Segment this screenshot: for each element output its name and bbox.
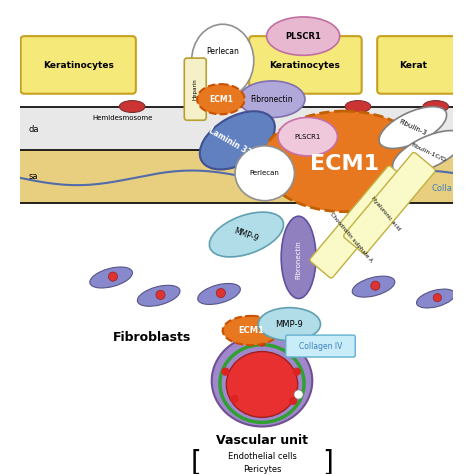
Ellipse shape [227, 352, 298, 418]
Ellipse shape [119, 100, 145, 112]
Text: Fibulin-1C/D: Fibulin-1C/D [410, 142, 447, 163]
FancyBboxPatch shape [286, 335, 355, 357]
Text: Vascular unit: Vascular unit [216, 434, 308, 447]
Ellipse shape [392, 131, 464, 174]
Text: Fibronectin: Fibronectin [251, 95, 293, 104]
Ellipse shape [258, 338, 266, 346]
Text: Chondroitin sulphate A: Chondroitin sulphate A [328, 211, 373, 263]
Text: Perlecan: Perlecan [206, 47, 239, 56]
Text: Fibronectin: Fibronectin [296, 240, 301, 279]
Ellipse shape [433, 293, 441, 302]
Text: Heparin: Heparin [193, 78, 198, 100]
Ellipse shape [289, 397, 297, 405]
Ellipse shape [216, 289, 226, 298]
FancyBboxPatch shape [249, 36, 362, 94]
Text: Keratinocytes: Keratinocytes [43, 61, 114, 70]
Ellipse shape [417, 289, 455, 308]
Text: ECM1: ECM1 [310, 154, 379, 174]
Ellipse shape [239, 81, 305, 118]
Text: MMP-9: MMP-9 [275, 319, 303, 328]
Bar [20, 107, 453, 160]
Ellipse shape [198, 283, 240, 304]
FancyBboxPatch shape [377, 36, 467, 94]
Ellipse shape [197, 84, 245, 114]
Ellipse shape [352, 276, 395, 297]
Ellipse shape [191, 24, 254, 97]
Text: Keratinocytes: Keratinocytes [270, 61, 340, 70]
Text: ECM1: ECM1 [209, 95, 233, 104]
Ellipse shape [223, 316, 279, 345]
Ellipse shape [221, 367, 229, 376]
Ellipse shape [156, 290, 165, 300]
Text: ECM1: ECM1 [238, 326, 264, 335]
Ellipse shape [278, 118, 337, 156]
Ellipse shape [90, 267, 132, 288]
FancyBboxPatch shape [310, 166, 410, 278]
Ellipse shape [137, 285, 180, 306]
Text: PLSCR1: PLSCR1 [294, 134, 321, 140]
FancyBboxPatch shape [344, 153, 435, 254]
FancyBboxPatch shape [184, 58, 206, 120]
Text: Fibulin-3: Fibulin-3 [398, 118, 428, 137]
Ellipse shape [258, 308, 320, 341]
FancyBboxPatch shape [21, 36, 136, 94]
Ellipse shape [212, 335, 312, 427]
Ellipse shape [200, 111, 275, 170]
Ellipse shape [109, 272, 118, 281]
Bar [20, 150, 453, 203]
Text: Hemidesmosome: Hemidesmosome [93, 115, 153, 121]
Ellipse shape [294, 390, 303, 399]
Ellipse shape [210, 212, 283, 257]
Ellipse shape [281, 216, 316, 299]
Text: da: da [29, 125, 39, 134]
Text: Pericytes: Pericytes [243, 465, 281, 474]
Ellipse shape [379, 107, 447, 148]
Text: Collagen IV: Collagen IV [299, 342, 342, 351]
Text: Laminin 332: Laminin 332 [207, 126, 257, 160]
Text: ]: ] [322, 449, 333, 474]
Text: Endothelial cells: Endothelial cells [228, 452, 296, 461]
Text: Colla: Colla [431, 184, 452, 193]
Ellipse shape [262, 111, 427, 212]
Text: Fibroblasts: Fibroblasts [113, 331, 191, 344]
Text: sa: sa [29, 173, 38, 182]
Text: MMP-9: MMP-9 [233, 226, 260, 243]
Ellipse shape [345, 100, 371, 112]
Ellipse shape [235, 146, 294, 201]
Text: Kerat: Kerat [399, 61, 427, 70]
Text: Hyaluronic acid: Hyaluronic acid [370, 196, 401, 231]
Text: PLSCR1: PLSCR1 [285, 32, 321, 41]
Ellipse shape [230, 395, 239, 403]
Ellipse shape [423, 100, 448, 112]
Text: Perlecan: Perlecan [250, 170, 280, 176]
Ellipse shape [371, 281, 380, 290]
Ellipse shape [266, 17, 340, 55]
Ellipse shape [292, 367, 301, 376]
Text: [: [ [191, 449, 201, 474]
